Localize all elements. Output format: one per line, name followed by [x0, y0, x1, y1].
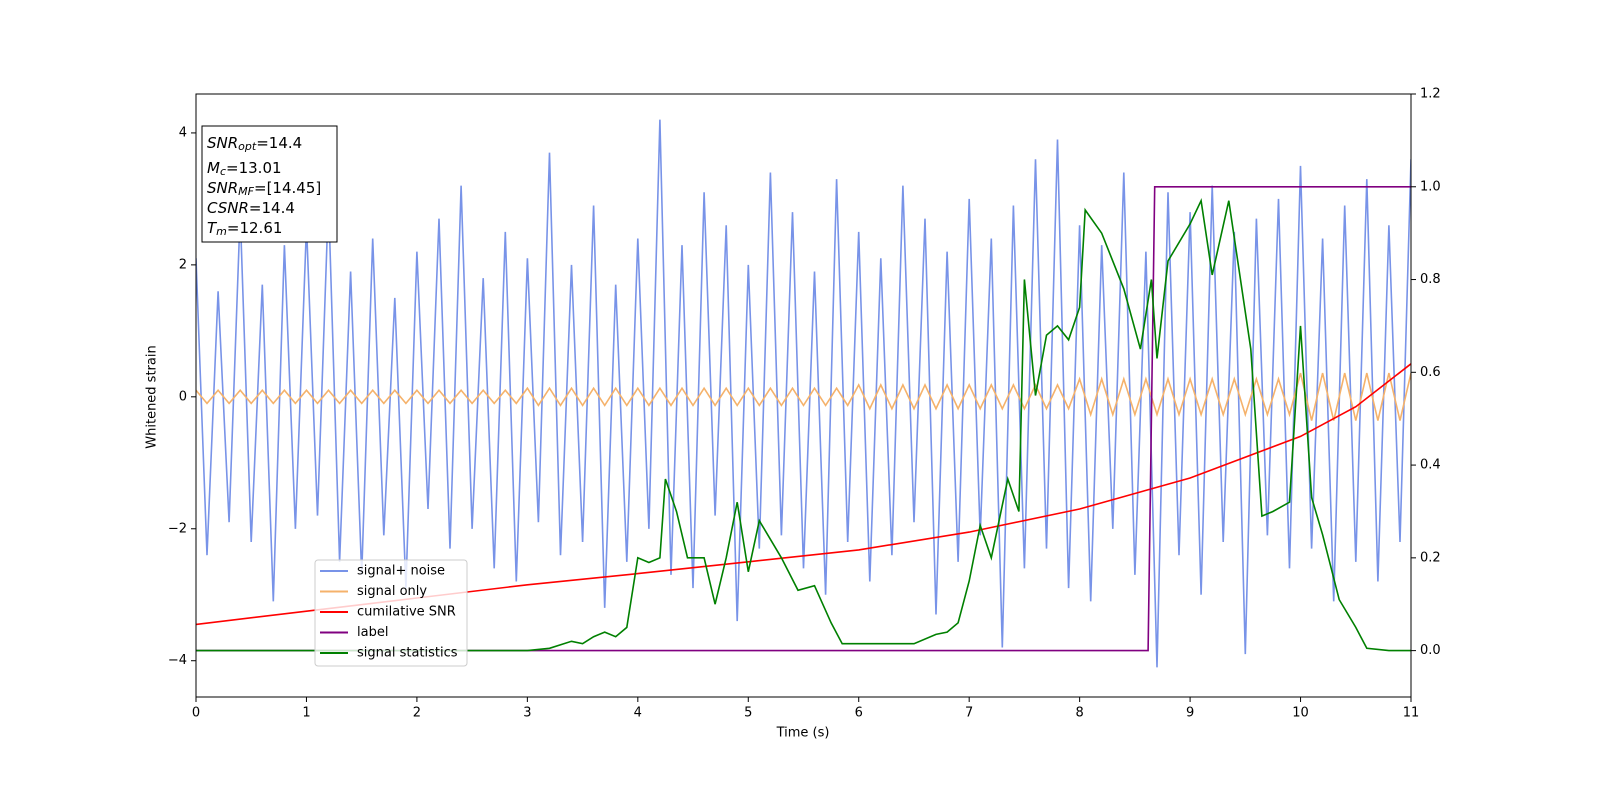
legend-box [314, 559, 468, 667]
x-tick-label: 2 [413, 706, 421, 721]
annotation-value: =12.61 [227, 219, 283, 237]
x-tick-label: 8 [1075, 706, 1083, 721]
x-tick-label: 6 [855, 706, 863, 721]
y2-tick-label: 1.0 [1420, 179, 1441, 194]
annotation: CSNR=14.4 [207, 199, 295, 217]
x-tick-label: 1 [302, 706, 310, 721]
annotation: Tm=12.61 [207, 219, 282, 239]
y-tick-label: −4 [168, 653, 187, 668]
annotation-name: M [207, 159, 220, 177]
x-tick-label: 10 [1292, 706, 1309, 721]
y-tick-label: 4 [179, 125, 187, 140]
legend-label: signal statistics [357, 646, 458, 661]
legend-label: signal+ noise [357, 564, 445, 579]
plot-frame [195, 93, 1412, 698]
x-tick-label: 9 [1186, 706, 1194, 721]
x-tick-label: 7 [965, 706, 973, 721]
annotation: SNRopt=14.4 [207, 134, 302, 154]
annotation: Mc=13.01 [207, 159, 282, 179]
annotation-value: =14.4 [249, 199, 295, 217]
legend-label: cumilative SNR [357, 605, 456, 620]
y-tick-label: 2 [179, 257, 187, 272]
annotation-sub: m [216, 225, 227, 238]
y-tick-label: −2 [168, 521, 187, 536]
annotation-value: =13.01 [226, 159, 282, 177]
annotation-name: SNR [207, 134, 238, 152]
annotation-value: =[14.45] [254, 179, 321, 197]
annotation: SNRMF=[14.45] [207, 179, 321, 199]
x-tick-label: 5 [744, 706, 752, 721]
y2-tick-label: 0.2 [1420, 550, 1441, 565]
annotation-sub: opt [238, 140, 257, 153]
annotation-sub: c [220, 165, 226, 178]
y-axis-label: Whitened strain [145, 345, 160, 448]
series-line [196, 197, 1411, 652]
annotation-name: CSNR [207, 199, 249, 217]
annotation-sub: MF [238, 185, 254, 198]
annotation-name: SNR [207, 179, 238, 197]
x-tick-label: 4 [634, 706, 642, 721]
x-tick-label: 11 [1403, 706, 1420, 721]
series-line [196, 186, 1411, 652]
annotation-name: T [207, 219, 218, 237]
legend-label: signal only [357, 584, 427, 599]
x-axis-label: Time (s) [776, 726, 830, 741]
annotation-value: =14.4 [256, 134, 302, 152]
y-tick-label: 0 [179, 389, 187, 404]
series-line [196, 372, 1411, 421]
y2-tick-label: 0.0 [1420, 643, 1441, 658]
y2-tick-label: 1.2 [1420, 87, 1441, 102]
x-tick-label: 0 [192, 706, 200, 721]
y2-tick-label: 0.8 [1420, 272, 1441, 287]
annotation-box [201, 125, 338, 243]
legend-label: label [357, 625, 388, 640]
y2-tick-label: 0.6 [1420, 365, 1441, 380]
y2-tick-label: 0.4 [1420, 458, 1441, 473]
x-tick-label: 3 [523, 706, 531, 721]
